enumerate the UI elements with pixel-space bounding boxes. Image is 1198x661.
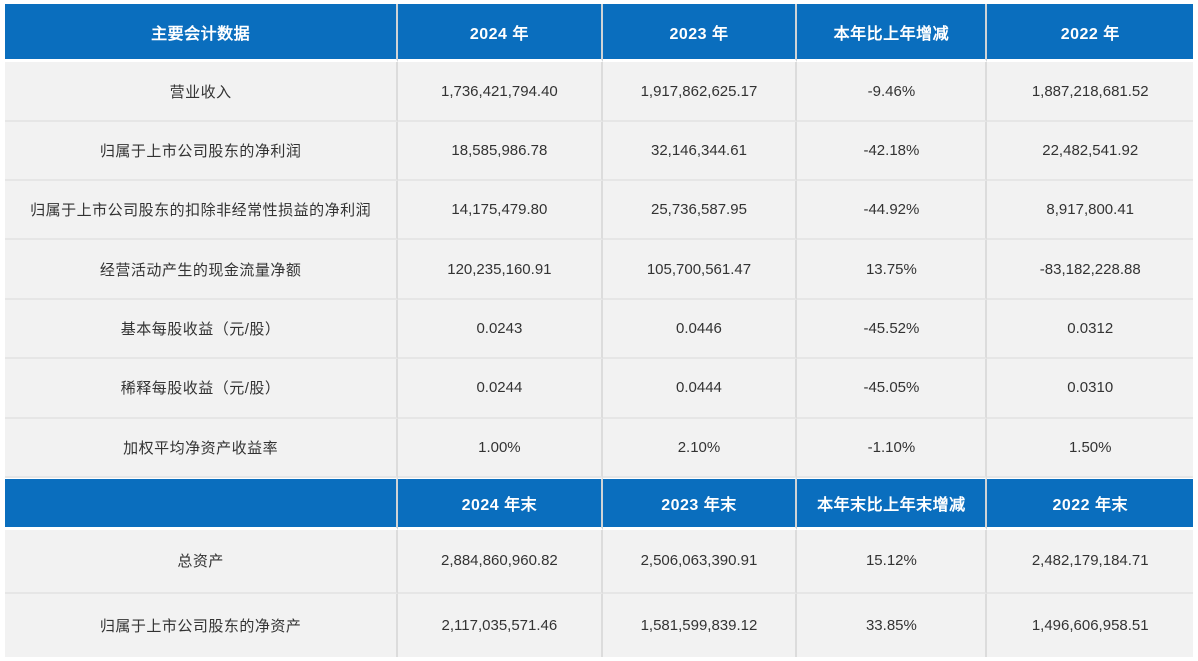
- value-2023: 105,700,561.47: [602, 240, 798, 300]
- header-end-2024: 2024 年末: [398, 477, 603, 531]
- key-accounting-data-table: 主要会计数据 2024 年 2023 年 本年比上年增减 2022 年 营业收入…: [5, 4, 1193, 657]
- header-year-2022: 2022 年: [987, 4, 1193, 63]
- value-2024: 1,736,421,794.40: [398, 62, 603, 122]
- header-yearend-change: 本年末比上年末增减: [797, 477, 988, 531]
- header-year-2023: 2023 年: [602, 4, 798, 63]
- yearend-header-row: 2024 年末 2023 年末 本年末比上年末增减 2022 年末: [5, 477, 1193, 531]
- row-total-assets: 总资产 2,884,860,960.82 2,506,063,390.91 15…: [5, 530, 1193, 594]
- row-net-profit-excl-nonrecurring: 归属于上市公司股东的扣除非经常性损益的净利润 14,175,479.80 25,…: [5, 181, 1193, 241]
- value-end-2023: 2,506,063,390.91: [602, 530, 798, 594]
- header-key-accounting-data: 主要会计数据: [5, 4, 399, 63]
- value-2023: 1,917,862,625.17: [602, 62, 798, 122]
- row-diluted-eps: 稀释每股收益（元/股） 0.0244 0.0444 -45.05% 0.0310: [5, 359, 1193, 419]
- value-2023: 32,146,344.61: [602, 121, 798, 182]
- row-label: 基本每股收益（元/股）: [5, 299, 399, 360]
- row-label: 总资产: [5, 530, 399, 594]
- value-2024: 120,235,160.91: [398, 240, 603, 300]
- header-year-2024: 2024 年: [398, 4, 603, 63]
- row-label: 经营活动产生的现金流量净额: [5, 240, 399, 300]
- value-yoy-change: -45.52%: [797, 299, 988, 360]
- row-label: 加权平均净资产收益率: [5, 418, 399, 478]
- value-2022: 1,887,218,681.52: [987, 62, 1193, 122]
- value-end-2022: 2,482,179,184.71: [987, 530, 1193, 594]
- value-2023: 2.10%: [602, 418, 798, 478]
- value-2022: 22,482,541.92: [987, 121, 1193, 182]
- row-net-assets-attributable: 归属于上市公司股东的净资产 2,117,035,571.46 1,581,599…: [5, 593, 1193, 657]
- value-yoy-change: 13.75%: [797, 240, 988, 300]
- header-empty: [5, 477, 399, 531]
- value-2024: 14,175,479.80: [398, 181, 603, 241]
- value-end-2024: 2,117,035,571.46: [398, 593, 603, 657]
- value-end-2022: 1,496,606,958.51: [987, 593, 1193, 657]
- value-2023: 0.0446: [602, 299, 798, 360]
- value-2022: 0.0312: [987, 299, 1193, 360]
- row-operating-cash-flow: 经营活动产生的现金流量净额 120,235,160.91 105,700,561…: [5, 240, 1193, 300]
- row-net-profit-attributable: 归属于上市公司股东的净利润 18,585,986.78 32,146,344.6…: [5, 121, 1193, 182]
- value-yoy-change: -44.92%: [797, 181, 988, 241]
- value-yoy-change: -42.18%: [797, 121, 988, 182]
- value-yoy-change: -9.46%: [797, 62, 988, 122]
- value-2022: 1.50%: [987, 418, 1193, 478]
- value-yoy-change: -45.05%: [797, 359, 988, 419]
- row-basic-eps: 基本每股收益（元/股） 0.0243 0.0446 -45.52% 0.0312: [5, 299, 1193, 360]
- header-end-2022: 2022 年末: [987, 477, 1193, 531]
- value-2022: 0.0310: [987, 359, 1193, 419]
- value-end-2023: 1,581,599,839.12: [602, 593, 798, 657]
- value-yearend-change: 15.12%: [797, 530, 988, 594]
- value-2023: 0.0444: [602, 359, 798, 419]
- header-end-2023: 2023 年末: [602, 477, 798, 531]
- row-weighted-avg-roe: 加权平均净资产收益率 1.00% 2.10% -1.10% 1.50%: [5, 418, 1193, 478]
- value-2024: 1.00%: [398, 418, 603, 478]
- value-yearend-change: 33.85%: [797, 593, 988, 657]
- row-label: 归属于上市公司股东的净利润: [5, 121, 399, 182]
- row-label: 归属于上市公司股东的净资产: [5, 593, 399, 657]
- value-2024: 18,585,986.78: [398, 121, 603, 182]
- value-yoy-change: -1.10%: [797, 418, 988, 478]
- row-label: 营业收入: [5, 62, 399, 122]
- row-operating-revenue: 营业收入 1,736,421,794.40 1,917,862,625.17 -…: [5, 62, 1193, 122]
- value-2022: -83,182,228.88: [987, 240, 1193, 300]
- value-end-2024: 2,884,860,960.82: [398, 530, 603, 594]
- header-yoy-change: 本年比上年增减: [797, 4, 988, 63]
- row-label: 归属于上市公司股东的扣除非经常性损益的净利润: [5, 181, 399, 241]
- value-2024: 0.0243: [398, 299, 603, 360]
- value-2024: 0.0244: [398, 359, 603, 419]
- value-2022: 8,917,800.41: [987, 181, 1193, 241]
- row-label: 稀释每股收益（元/股）: [5, 359, 399, 419]
- annual-header-row: 主要会计数据 2024 年 2023 年 本年比上年增减 2022 年: [5, 4, 1193, 63]
- value-2023: 25,736,587.95: [602, 181, 798, 241]
